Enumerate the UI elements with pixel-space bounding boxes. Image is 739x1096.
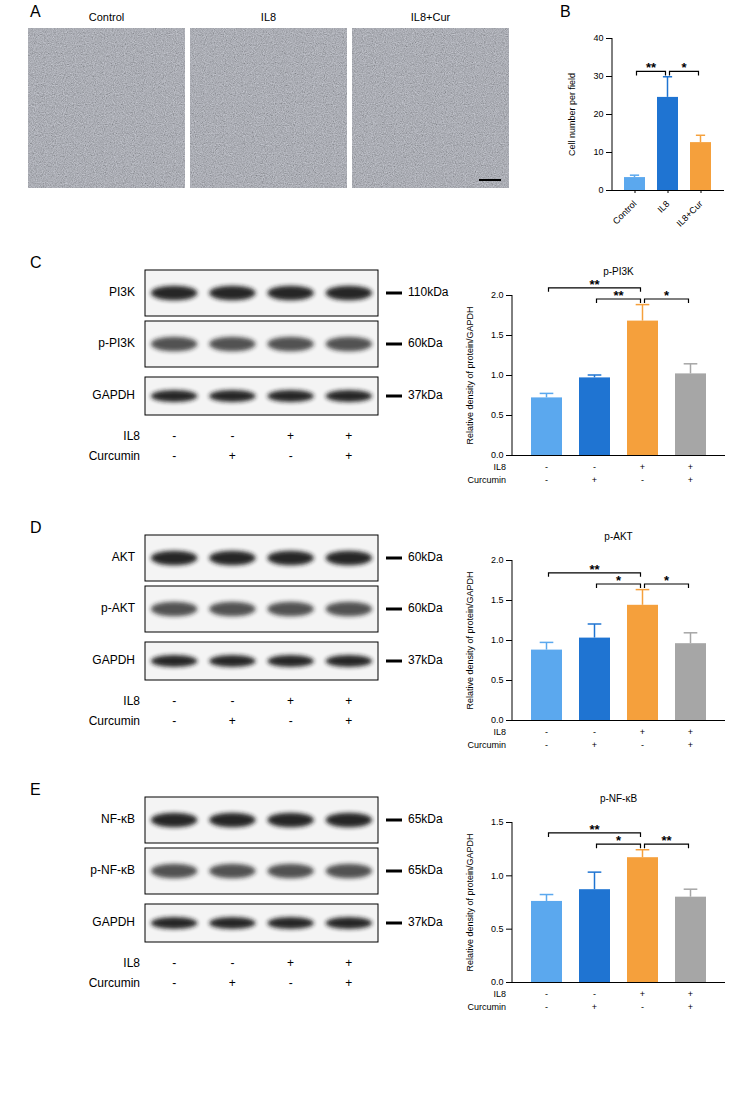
svg-text:Relative density of protein/GA: Relative density of protein/GAPDH [465,306,475,444]
svg-text:Relative density of protein/GA: Relative density of protein/GAPDH [465,571,475,709]
svg-text:1.0: 1.0 [491,370,504,380]
svg-text:IL8: IL8 [656,199,672,215]
svg-text:*: * [664,288,670,303]
svg-text:**: ** [646,60,657,75]
html-text:GAPDH: GAPDH [92,388,135,402]
svg-text:*: * [616,573,622,588]
html-text:p-PI3K: p-PI3K [603,266,634,277]
svg-text:**: ** [589,562,600,577]
svg-text:Relative density of protein/GA: Relative density of protein/GAPDH [465,833,475,971]
svg-text:2.0: 2.0 [491,555,504,565]
svg-text:*: * [664,573,670,588]
html-text:IL8+Cur: IL8+Cur [410,11,451,23]
html-text:C: C [30,254,42,271]
svg-text:Cell number per field: Cell number per field [567,73,577,156]
html-text:Control: Control [88,11,125,23]
svg-text:20: 20 [593,109,603,119]
html-text:IL8: IL8 [493,462,506,472]
svg-text:0.0: 0.0 [491,977,504,987]
html-text:Curcumin: Curcumin [88,976,140,990]
html-text:37kDa: 37kDa [408,653,443,667]
svg-text:1.0: 1.0 [491,635,504,645]
html-text:Curcumin: Curcumin [467,1002,506,1012]
svg-text:**: ** [589,822,600,837]
svg-text:1.0: 1.0 [491,871,504,881]
html-text:60kDa: 60kDa [408,550,443,564]
html-text:37kDa: 37kDa [408,388,443,402]
html-text:NF-κB: NF-κB [101,812,135,826]
html-text:IL8: IL8 [123,956,140,970]
svg-text:1.5: 1.5 [491,330,504,340]
html-text:IL8: IL8 [260,11,277,23]
svg-text:1.5: 1.5 [491,817,504,827]
html-text:E: E [30,781,41,798]
svg-text:40: 40 [593,33,603,43]
html-text:IL8: IL8 [493,989,506,999]
html-text:p-PI3K: p-PI3K [98,336,135,350]
svg-text:Control: Control [611,199,639,227]
html-text:60kDa: 60kDa [408,601,443,615]
svg-text:0.5: 0.5 [491,675,504,685]
svg-text:30: 30 [593,71,603,81]
html-text:p-NF-κB: p-NF-κB [599,793,638,804]
html-text:p-NF-κB: p-NF-κB [90,863,135,877]
svg-text:IL8+Cur: IL8+Cur [675,199,705,229]
html-text:IL8: IL8 [123,429,140,443]
html-text:B: B [560,3,571,20]
html-text:110kDa: 110kDa [408,285,449,299]
html-text:IL8: IL8 [493,727,506,737]
html-text:D: D [30,519,42,536]
html-text:AKT: AKT [111,550,135,564]
html-text:65kDa: 65kDa [408,812,443,826]
html-text:IL8: IL8 [123,694,140,708]
svg-text:1.5: 1.5 [491,595,504,605]
html-text:p-AKT: p-AKT [604,531,633,542]
html-text:Curcumin: Curcumin [88,714,140,728]
html-text:A: A [30,3,41,20]
svg-text:*: * [616,833,622,848]
svg-text:**: ** [613,288,624,303]
svg-text:10: 10 [593,147,603,157]
svg-text:0: 0 [598,185,603,195]
html-text:60kDa: 60kDa [408,336,443,350]
html-text:GAPDH: GAPDH [92,653,135,667]
html-text:65kDa: 65kDa [408,863,443,877]
html-text:GAPDH: GAPDH [92,915,135,929]
html-text:37kDa: 37kDa [408,915,443,929]
svg-text:0.5: 0.5 [491,924,504,934]
svg-text:0.5: 0.5 [491,410,504,420]
html-text:Curcumin: Curcumin [88,449,140,463]
html-text:Curcumin: Curcumin [467,740,506,750]
svg-text:**: ** [589,277,600,292]
svg-text:0.0: 0.0 [491,450,504,460]
svg-text:2.0: 2.0 [491,290,504,300]
svg-text:**: ** [661,833,672,848]
html-text:PI3K: PI3K [109,285,135,299]
html-text:p-AKT: p-AKT [101,601,135,615]
html-text:Curcumin: Curcumin [467,475,506,485]
svg-text:0.0: 0.0 [491,715,504,725]
svg-text:*: * [681,60,687,75]
